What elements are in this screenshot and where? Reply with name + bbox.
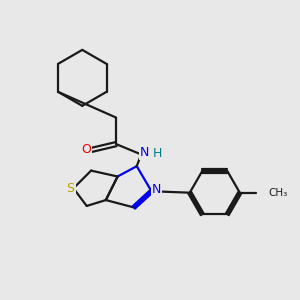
- Text: N: N: [140, 146, 149, 159]
- Text: O: O: [81, 143, 91, 156]
- Text: CH₃: CH₃: [268, 188, 288, 198]
- Text: H: H: [153, 147, 162, 160]
- Text: N: N: [152, 183, 161, 196]
- Text: S: S: [67, 182, 74, 195]
